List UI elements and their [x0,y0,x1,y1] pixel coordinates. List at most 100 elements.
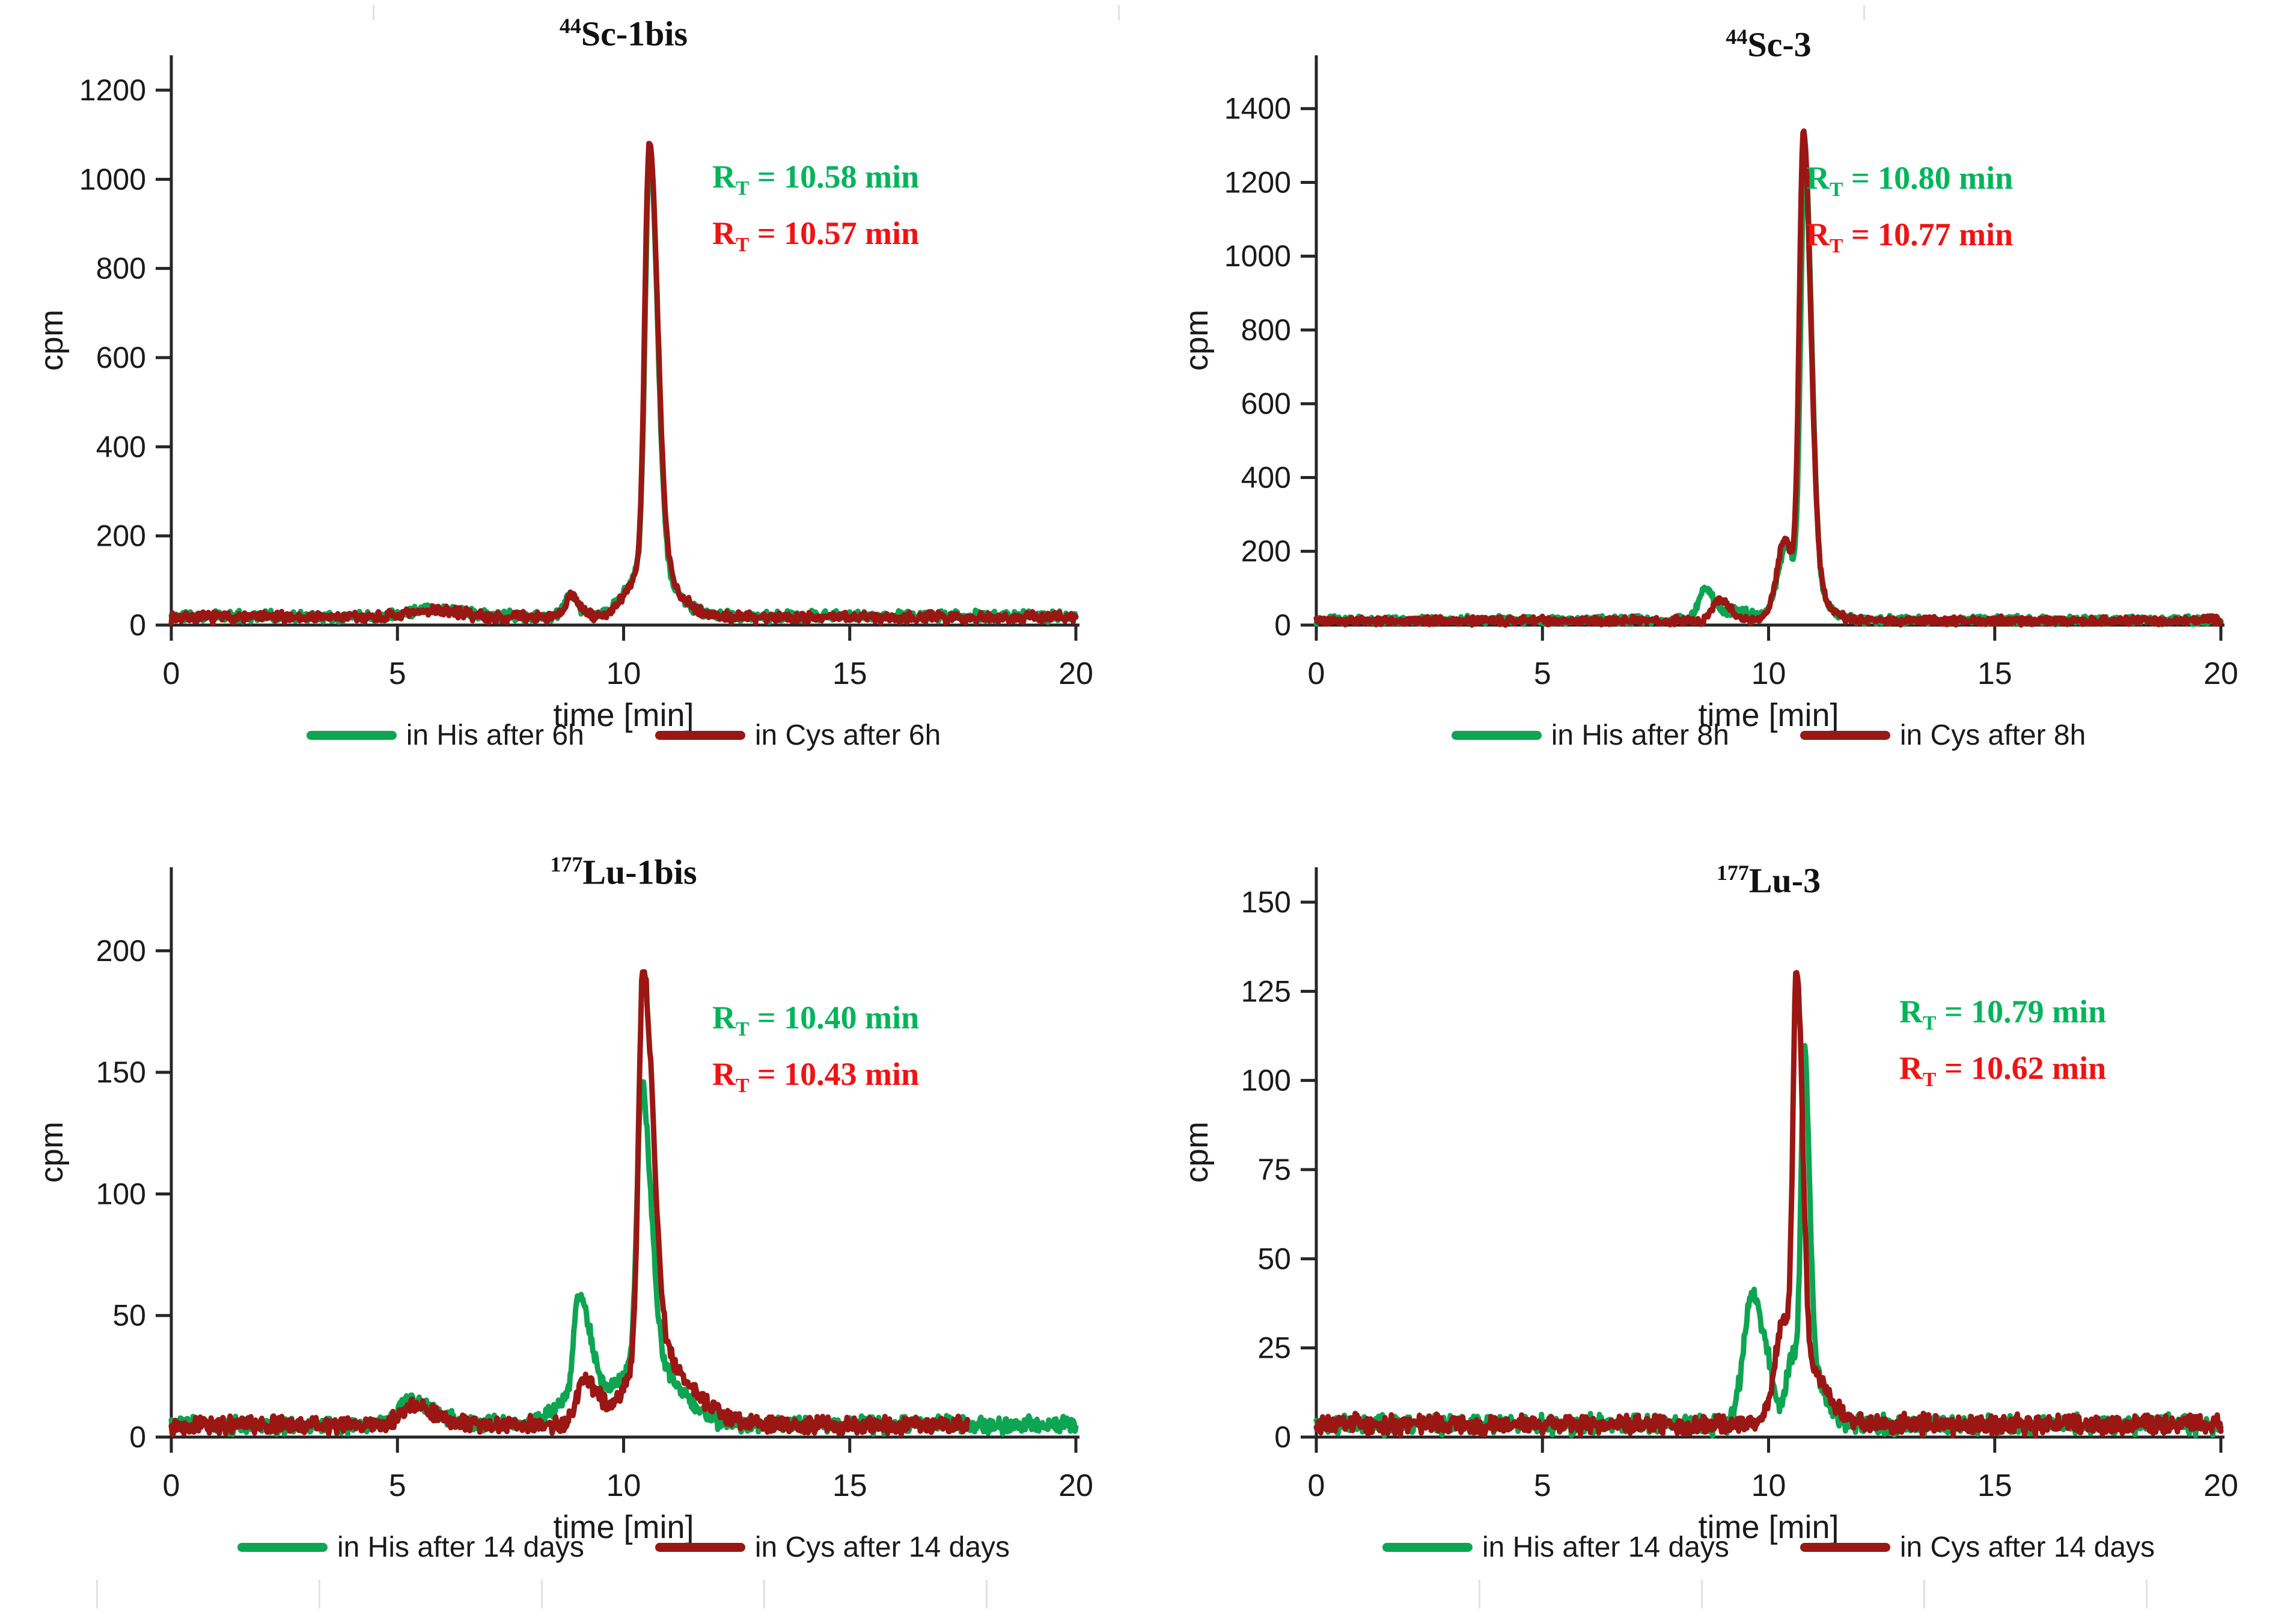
compound-name: Lu-3 [1748,861,1821,900]
svg-text:50: 50 [1257,1242,1291,1275]
rt-his-annotation: RT = 10.79 min [1899,994,2107,1034]
legend-item-his: in His after 6h [306,719,584,752]
svg-text:800: 800 [1241,313,1291,347]
page-artifact-tick [1118,5,1120,20]
svg-text:10: 10 [606,656,641,691]
svg-text:15: 15 [1977,656,2012,691]
svg-text:0: 0 [163,656,180,691]
legend-label: in His after 14 days [1482,1531,1729,1563]
svg-text:time [min]: time [min] [1698,697,1839,733]
legend-item-his: in His after 14 days [237,1531,584,1564]
svg-text:200: 200 [96,934,146,968]
svg-text:10: 10 [1751,1468,1786,1503]
legend-line-swatch [1800,1543,1890,1552]
svg-text:1000: 1000 [1224,239,1291,273]
compound-name: Sc-3 [1747,25,1812,64]
svg-text:600: 600 [96,341,146,374]
rt-cys-annotation: RT = 10.43 min [712,1056,920,1097]
svg-text:0: 0 [1274,608,1291,642]
legend-label: in His after 8h [1551,719,1729,751]
svg-text:600: 600 [1241,387,1291,421]
rt-annotations: RT = 10.80 min RT = 10.77 min [1806,150,2013,264]
svg-text:200: 200 [1241,534,1291,568]
legend-label: in Cys after 8h [1899,719,2086,751]
page-artifact-tick [1923,1580,1925,1608]
svg-text:cpm: cpm [1179,1122,1215,1183]
svg-text:cpm: cpm [34,310,70,371]
chart-title: 44Sc-3 [1316,24,2221,64]
chromatogram-plot: 0 50 100 150 200 0 5 10 15 20 cpm time [min] [34,867,1093,1545]
legend-label: in Cys after 14 days [1899,1531,2155,1563]
page-artifact-tick [96,1580,98,1608]
chart-legend: in His after 14 days in Cys after 14 day… [171,1531,1076,1564]
rt-cys-annotation: RT = 10.77 min [1806,216,2014,258]
svg-text:0: 0 [1308,1468,1325,1503]
legend-line-swatch [655,731,745,740]
chromatogram-plot: 0 200 400 600 800 1000 1200 0 5 10 15 20 cpm time [mi… [34,55,1093,733]
svg-text:20: 20 [2203,656,2238,691]
svg-text:cpm: cpm [34,1122,70,1183]
chromatogram-plot: 0 200 400 600 800 1000 1200 1400 0 5 10 15 20 cpm time… [1179,55,2238,733]
compound-name: Sc-1bis [581,14,688,53]
svg-text:75: 75 [1257,1153,1291,1186]
svg-text:150: 150 [1241,885,1291,919]
chart-panel-lu-3: 0 25 50 75 100 125 150 0 5 10 15 20 cpm time [min] 17… [1145,812,2290,1624]
svg-text:5: 5 [389,656,406,691]
svg-text:15: 15 [1977,1468,2012,1503]
legend-label: in His after 6h [406,719,584,751]
isotope-superscript: 177 [1716,861,1749,885]
svg-text:0: 0 [129,1420,146,1454]
legend-item-cys: in Cys after 6h [655,719,941,752]
svg-text:100: 100 [1241,1064,1291,1097]
svg-text:0: 0 [1274,1420,1291,1454]
legend-item-cys: in Cys after 14 days [1800,1531,2155,1564]
rt-his-annotation: RT = 10.58 min [712,159,920,200]
svg-text:10: 10 [606,1468,641,1503]
chart-panel-sc-1bis: 0 200 400 600 800 1000 1200 0 5 10 15 20 cpm time [mi… [0,0,1145,812]
svg-text:150: 150 [96,1055,146,1089]
page-artifact-tick [541,1580,543,1608]
legend-line-swatch [655,1543,745,1552]
svg-text:0: 0 [1308,656,1325,691]
svg-text:125: 125 [1241,974,1291,1008]
svg-text:5: 5 [389,1468,406,1503]
isotope-superscript: 44 [1726,25,1748,49]
svg-text:5: 5 [1534,656,1551,691]
svg-text:time [min]: time [min] [553,1509,694,1545]
rt-annotations: RT = 10.58 min RT = 10.57 min [712,149,919,263]
page-artifact-tick [1863,5,1865,20]
chart-legend: in His after 8h in Cys after 8h [1316,719,2221,752]
svg-text:1200: 1200 [79,73,146,107]
legend-line-swatch [306,731,397,740]
svg-text:400: 400 [1241,460,1291,494]
chart-title: 44Sc-1bis [171,13,1076,53]
page-artifact-tick [1479,1580,1480,1608]
svg-text:15: 15 [832,656,867,691]
chart-legend: in His after 6h in Cys after 6h [171,719,1076,752]
svg-text:100: 100 [96,1177,146,1210]
page-artifact-tick [2146,1580,2148,1608]
svg-text:15: 15 [832,1468,867,1503]
legend-line-swatch [1800,731,1890,740]
legend-label: in Cys after 6h [754,719,941,751]
svg-text:200: 200 [96,519,146,553]
svg-text:20: 20 [1058,656,1093,691]
legend-item-his: in His after 8h [1451,719,1729,752]
chart-title: 177Lu-1bis [171,852,1076,892]
svg-text:1000: 1000 [79,162,146,196]
svg-text:time [min]: time [min] [1698,1509,1839,1545]
svg-text:1200: 1200 [1224,165,1291,199]
page-artifact-tick [1701,1580,1703,1608]
rt-annotations: RT = 10.40 min RT = 10.43 min [712,990,919,1104]
isotope-superscript: 44 [559,14,581,38]
legend-line-swatch [1382,1543,1473,1552]
legend-item-cys: in Cys after 14 days [655,1531,1010,1564]
chart-panel-lu-1bis: 0 50 100 150 200 0 5 10 15 20 cpm time [min] 177Lu-… [0,812,1145,1624]
chart-title: 177Lu-3 [1316,860,2221,900]
page-artifact-tick [986,1580,988,1608]
rt-annotations: RT = 10.79 min RT = 10.62 min [1899,984,2106,1097]
svg-text:800: 800 [96,252,146,285]
svg-text:50: 50 [112,1299,146,1332]
